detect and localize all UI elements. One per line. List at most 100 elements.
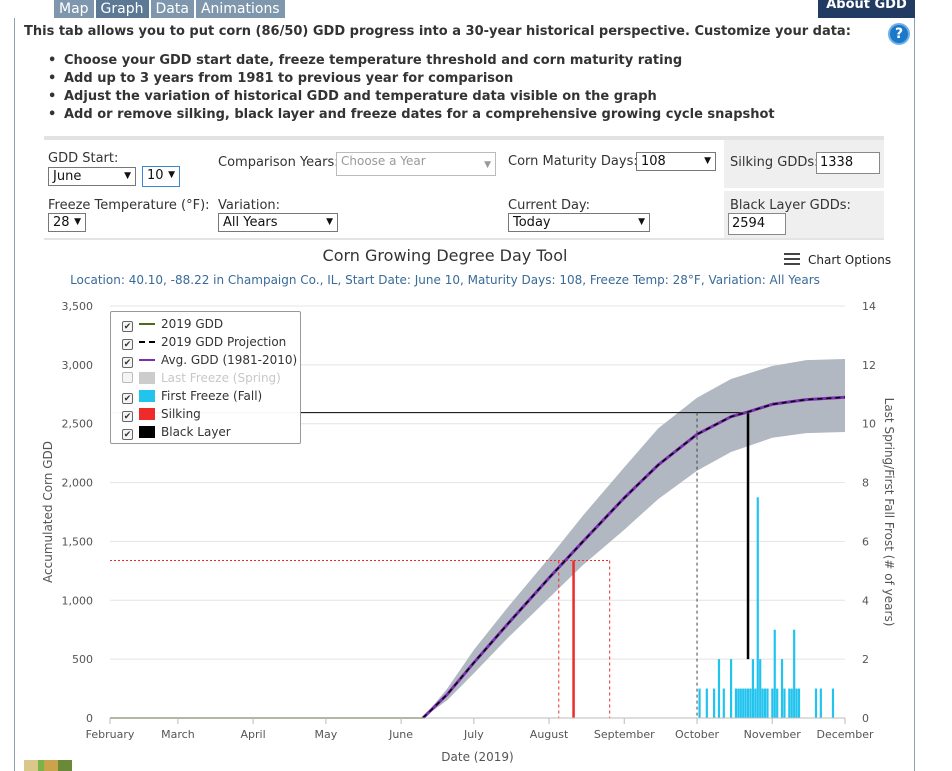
intro-text: This tab allows you to put corn (86/50) … (24, 24, 851, 39)
silking-bar (572, 560, 575, 718)
black-layer-label: Black Layer GDDs: (730, 198, 851, 213)
logo-icon (24, 760, 72, 771)
first-freeze-bar (713, 688, 716, 718)
silking-input[interactable]: 1338 (816, 152, 880, 174)
tab-graph[interactable]: Graph (95, 0, 149, 18)
first-freeze-bar (780, 659, 784, 718)
x-tick-label: July (463, 728, 484, 741)
chevron-down-icon: ▼ (168, 170, 175, 180)
list-item: Add or remove silking, black layer and f… (48, 106, 775, 124)
variation-value: All Years (223, 215, 278, 230)
y2-tick-label: 4 (862, 594, 869, 607)
checkbox[interactable]: ✔ (122, 429, 133, 440)
x-tick-label: September (594, 728, 655, 741)
chevron-down-icon: ▼ (484, 160, 491, 170)
checkbox[interactable]: ✔ (122, 321, 133, 332)
y2-tick-label: 12 (862, 359, 876, 372)
legend-item-2019-gdd[interactable]: ✔ 2019 GDD (122, 317, 223, 335)
first-freeze-bar (742, 688, 745, 718)
first-freeze-bar (705, 688, 708, 718)
x-tick-label: March (161, 728, 195, 741)
freeze-temp-select[interactable]: 28 ▼ (48, 213, 86, 232)
gdd-start-label: GDD Start: (48, 151, 119, 166)
checkbox[interactable] (122, 372, 133, 383)
hamburger-icon (784, 253, 800, 265)
maturity-value: 108 (641, 154, 666, 169)
y-tick-label: 1,000 (62, 594, 94, 607)
y-axis-title: Accumulated Corn GDD (41, 441, 55, 583)
gdd-start-day-select[interactable]: 10 ▼ (142, 166, 180, 187)
y2-tick-label: 0 (862, 712, 869, 725)
chart-subtitle: Location: 40.10, -88.22 in Champaign Co.… (70, 273, 820, 287)
x-tick-label: August (530, 728, 569, 741)
box-swatch-icon (139, 390, 155, 402)
first-freeze-bar (756, 497, 759, 718)
legend-label: Silking (161, 407, 201, 421)
controls-panel: GDD Start: June ▼ 10 ▼ Comparison Years: C… (44, 136, 884, 239)
first-freeze-bar (814, 688, 818, 718)
divider (44, 238, 884, 240)
x-tick-label: November (744, 728, 802, 741)
chart-legend: ✔ 2019 GDD ✔ 2019 GDD Projection ✔ Avg. GDD… (110, 311, 301, 444)
black-layer-bar (746, 412, 750, 660)
first-freeze-bar (746, 688, 750, 718)
gdd-projection-line (422, 396, 846, 719)
chart-options-label: Chart Options (808, 253, 892, 267)
y2-axis-title: Last Spring/First Fall Frost (# of years… (882, 398, 896, 627)
first-freeze-bar (749, 688, 752, 718)
first-freeze-bar (776, 688, 779, 718)
y-tick-label: 3,500 (62, 300, 94, 313)
checkbox[interactable]: ✔ (122, 393, 133, 404)
chevron-down-icon: ▼ (326, 217, 333, 227)
help-icon[interactable]: ? (888, 23, 910, 45)
checkbox[interactable]: ✔ (122, 411, 133, 422)
first-freeze-bar (759, 659, 762, 718)
maturity-label: Corn Maturity Days: (508, 154, 638, 169)
y2-tick-label: 10 (862, 418, 876, 431)
first-freeze-bar (761, 688, 764, 718)
legend-item-avg-gdd[interactable]: ✔ Avg. GDD (1981-2010) (122, 353, 297, 371)
line-swatch-icon (139, 354, 155, 366)
tab-map[interactable]: Map (54, 0, 94, 18)
y-tick-label: 1,500 (62, 535, 94, 548)
tab-animations[interactable]: Animations (195, 0, 285, 18)
y2-tick-label: 6 (862, 535, 869, 548)
tab-data[interactable]: Data (150, 0, 194, 18)
y2-tick-label: 14 (862, 300, 876, 313)
legend-item-last-freeze[interactable]: Last Freeze (Spring) (122, 371, 281, 389)
first-freeze-bar (819, 688, 822, 718)
first-freeze-bar (739, 688, 742, 718)
chart-options-button[interactable]: Chart Options (784, 253, 891, 267)
list-item: Add up to 3 years from 1981 to previous … (48, 70, 775, 88)
variation-select[interactable]: All Years ▼ (218, 213, 338, 232)
checkbox[interactable]: ✔ (122, 339, 133, 350)
first-freeze-bar (790, 688, 793, 718)
legend-label: 2019 GDD Projection (161, 335, 287, 349)
legend-label: 2019 GDD (161, 317, 224, 331)
panel-border-left (14, 18, 15, 771)
y2-tick-label: 2 (862, 653, 869, 666)
checkbox[interactable]: ✔ (122, 357, 133, 368)
list-item: Choose your GDD start date, freeze tempe… (48, 52, 775, 70)
gdd-start-month-select[interactable]: June ▼ (48, 167, 136, 186)
y-tick-label: 0 (86, 712, 93, 725)
legend-item-black-layer[interactable]: ✔ Black Layer (122, 425, 231, 443)
black-layer-input[interactable]: 2594 (728, 213, 786, 235)
chevron-down-icon: ▼ (638, 217, 645, 227)
first-freeze-bar (717, 659, 721, 718)
comparison-years-select[interactable]: Choose a Year ▼ (336, 152, 496, 176)
first-freeze-bar (744, 688, 747, 718)
legend-item-silking[interactable]: ✔ Silking (122, 407, 201, 425)
legend-item-first-freeze[interactable]: ✔ First Freeze (Fall) (122, 389, 262, 407)
first-freeze-bar (729, 659, 733, 718)
first-freeze-bar (734, 688, 738, 718)
chevron-down-icon: ▼ (704, 156, 711, 166)
about-gdd-button[interactable]: About GDD (818, 0, 915, 18)
first-freeze-bar (763, 688, 767, 718)
legend-item-2019-projection[interactable]: ✔ 2019 GDD Projection (122, 335, 286, 353)
line-swatch-icon (139, 318, 155, 330)
box-swatch-icon (139, 372, 155, 384)
dashed-line-swatch-icon (139, 336, 155, 348)
maturity-select[interactable]: 108 ▼ (636, 152, 716, 171)
current-day-select[interactable]: Today ▼ (508, 213, 650, 232)
